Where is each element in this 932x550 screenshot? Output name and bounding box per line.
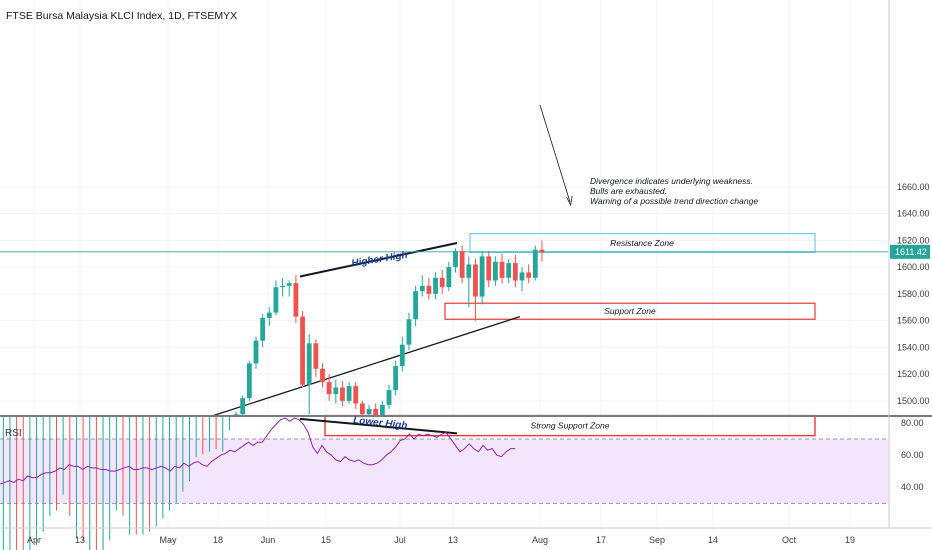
candle xyxy=(466,256,472,308)
candle xyxy=(366,404,372,416)
divergence-note-line-3: Warning of a possible trend direction ch… xyxy=(590,196,758,206)
price-tick-label: 1540.00 xyxy=(897,342,930,352)
candle xyxy=(320,363,325,388)
rsi-pane-title: RSI xyxy=(5,428,22,439)
support-zone-label: Support Zone xyxy=(604,306,656,316)
candle xyxy=(399,336,405,372)
candle xyxy=(360,400,365,416)
time-tick-label: Jul xyxy=(394,535,406,545)
price-tick-label: 1560.00 xyxy=(897,316,930,326)
rsi-tick-label: 80.00 xyxy=(901,418,924,428)
higher-high-trendline xyxy=(299,242,458,278)
candle xyxy=(506,259,512,284)
candle xyxy=(419,275,425,297)
candle xyxy=(340,380,345,407)
candle xyxy=(406,312,412,351)
candle xyxy=(346,382,352,404)
support-zone xyxy=(444,302,816,320)
candle xyxy=(439,269,445,294)
candle xyxy=(273,280,279,316)
forecast-arrow-head xyxy=(566,195,573,207)
candle xyxy=(532,245,538,281)
main-pane-grid xyxy=(0,0,888,416)
time-tick-label: Jun xyxy=(261,535,276,545)
price-tick-label: 1500.00 xyxy=(897,396,930,406)
candle xyxy=(539,240,545,262)
rsi-line xyxy=(0,417,516,485)
time-tick-label: 18 xyxy=(213,535,223,545)
resistance-zone-label: Resistance Zone xyxy=(610,238,674,248)
candle xyxy=(280,277,285,297)
price-tick-label: 1660.00 xyxy=(897,182,930,192)
time-tick-label: 14 xyxy=(708,535,718,545)
time-tick-label: May xyxy=(159,535,177,545)
price-tick-label: 1620.00 xyxy=(897,235,930,245)
lower-high-label: Lower High xyxy=(353,415,408,432)
candle xyxy=(227,416,232,431)
candle xyxy=(473,259,478,321)
candle xyxy=(240,395,246,416)
candle xyxy=(306,333,312,415)
candle xyxy=(446,261,452,292)
time-tick-label: 13 xyxy=(75,535,85,545)
current-price-label: 1611.42 xyxy=(895,247,927,257)
candle xyxy=(526,264,532,284)
price-tick-label: 1520.00 xyxy=(897,369,930,379)
chart-title: FTSE Bursa Malaysia KLCI Index, 1D, FTSE… xyxy=(6,10,237,22)
candle xyxy=(433,272,438,300)
candle xyxy=(373,403,379,416)
candle xyxy=(519,267,525,292)
candle xyxy=(493,256,498,286)
candle xyxy=(499,253,505,284)
candle xyxy=(379,400,385,416)
resistance-zone xyxy=(469,233,816,253)
divergence-note-line-2: Bulls are exhausted. xyxy=(590,186,667,196)
candle xyxy=(300,311,305,388)
current-price-badge xyxy=(890,244,930,259)
ascending-trendline xyxy=(211,315,521,417)
rsi-tick-label: 40.00 xyxy=(901,482,924,492)
time-tick-label: 15 xyxy=(321,535,331,545)
lower-high-trendline xyxy=(299,417,458,435)
candles xyxy=(0,240,545,550)
candle xyxy=(266,307,272,326)
price-tick-label: 1580.00 xyxy=(897,289,930,299)
candle xyxy=(393,360,399,396)
price-tick-label: 1600.00 xyxy=(897,262,930,272)
price-tick-label: 1640.00 xyxy=(897,209,930,219)
candle xyxy=(426,277,432,300)
candle xyxy=(333,379,339,404)
divergence-note-line-1: Divergence indicates underlying weakness… xyxy=(590,176,753,186)
candle xyxy=(453,248,458,273)
strong-support-zone-label: Strong Support Zone xyxy=(531,421,610,431)
candle xyxy=(326,374,332,401)
candle xyxy=(286,280,292,297)
candle xyxy=(253,336,259,369)
candle xyxy=(353,382,359,409)
time-tick-label: Aug xyxy=(532,535,548,545)
candle xyxy=(413,285,418,326)
rsi-band xyxy=(0,438,888,504)
candle xyxy=(459,245,465,284)
candle xyxy=(486,251,492,288)
candle xyxy=(246,360,252,401)
time-tick-label: 17 xyxy=(596,535,606,545)
rsi-tick-label: 60.00 xyxy=(901,450,924,460)
time-axis[interactable]: Apr 13 May 18 Jun 15 Jul 13 Aug 17 Sep 14 Oct 19 xyxy=(27,535,855,545)
time-tick-label: Apr xyxy=(27,535,41,545)
candle xyxy=(260,313,266,348)
time-tick-label: 19 xyxy=(845,535,855,545)
time-tick-label: Oct xyxy=(782,535,797,545)
candle xyxy=(386,384,392,409)
time-tick-label: 13 xyxy=(448,535,458,545)
candle xyxy=(293,275,299,324)
candle xyxy=(313,339,319,377)
rsi-axis[interactable]: 40.00 60.00 80.00 xyxy=(901,418,924,492)
time-tick-label: Sep xyxy=(649,535,665,545)
price-axis[interactable]: 1500.00 1520.00 1540.00 1560.00 1580.00 1600.… xyxy=(897,182,930,406)
forecast-arrow xyxy=(539,104,571,203)
candle xyxy=(512,255,518,288)
candle xyxy=(479,251,485,305)
